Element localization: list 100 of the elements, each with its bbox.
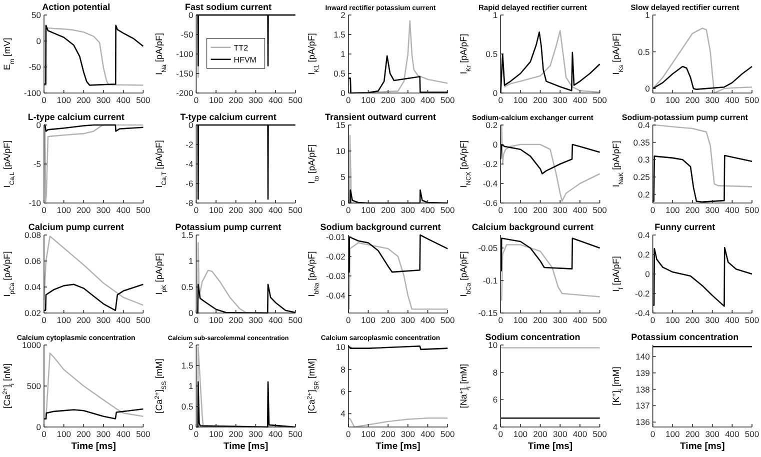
x-tick-label: 500 <box>744 315 760 325</box>
x-tick-label: 400 <box>572 429 588 439</box>
line-series <box>500 144 600 174</box>
x-tick-label: 200 <box>533 205 548 215</box>
x-tick-label: 500 <box>440 205 455 215</box>
y-tick-label: 0 <box>36 422 42 432</box>
y-tick-label: 0.4 <box>638 230 650 240</box>
x-tick-label: 300 <box>705 95 720 105</box>
y-tick-label: 0.5 <box>181 282 194 292</box>
x-tick-label: 100 <box>56 205 72 215</box>
x-tick-label: 100 <box>666 95 680 105</box>
x-tick-label: 200 <box>380 429 396 439</box>
y-tick-label: 0.02 <box>24 308 42 318</box>
x-tick-label: 400 <box>420 95 436 105</box>
x-tick-label: 100 <box>513 205 528 215</box>
x-tick-label: 100 <box>361 95 376 105</box>
x-tick-label: 400 <box>116 95 131 105</box>
y-tick-label: -0.2 <box>635 288 650 298</box>
x-tick-label: 100 <box>361 429 376 439</box>
x-tick-label: 300 <box>553 429 568 439</box>
line-series <box>500 124 600 202</box>
x-tick-label: 200 <box>380 315 396 325</box>
x-tick-label: 400 <box>116 429 131 439</box>
y-tick-label: 0.35 <box>633 137 650 148</box>
x-tick-label: 100 <box>56 315 72 325</box>
x-tick-label: 200 <box>228 95 244 105</box>
x-tick-label: 100 <box>56 95 72 105</box>
x-tick-label: 500 <box>592 205 608 215</box>
x-tick-label: 300 <box>96 95 111 105</box>
y-tick-label: -0.4 <box>635 308 650 318</box>
x-tick-label: 100 <box>208 429 224 439</box>
y-tick-label: 10 <box>336 342 346 352</box>
y-tick-label: 10 <box>336 146 346 156</box>
y-tick-label: 1.5 <box>334 30 346 40</box>
x-tick-label: 200 <box>228 315 244 325</box>
y-tick-label: 8 <box>340 364 346 374</box>
y-tick-label: -0.05 <box>478 243 498 253</box>
x-tick-label: 200 <box>228 429 244 439</box>
x-tick-label: 500 <box>440 315 455 325</box>
x-tick-label: 300 <box>248 429 264 439</box>
y-tick-label: -100 <box>24 88 42 98</box>
y-tick-label: 0 <box>188 10 194 20</box>
y-tick-label: 0.3 <box>638 154 650 165</box>
y-tick-label: 137 <box>636 400 650 411</box>
y-tick-label: -0.6 <box>482 198 498 208</box>
x-tick-label: 500 <box>592 95 608 105</box>
x-tick-label: 500 <box>744 95 760 105</box>
x-tick-label: 400 <box>725 205 740 215</box>
x-axis-title: Time [ms] <box>71 441 116 452</box>
chart-title: Fast sodium current <box>185 2 272 12</box>
x-tick-label: 400 <box>268 315 283 325</box>
x-tick-label: 200 <box>76 315 92 325</box>
y-tick-label: -8 <box>186 198 194 208</box>
legend-label: TT2 <box>234 43 249 52</box>
x-tick-label: 500 <box>136 315 151 325</box>
x-tick-label: 400 <box>725 429 740 439</box>
x-tick-label: 200 <box>76 205 92 215</box>
y-tick-label: 0.2 <box>638 250 650 260</box>
y-tick-label: 0 <box>645 269 650 279</box>
y-tick-label: 0 <box>492 140 498 150</box>
y-tick-label: 0 <box>340 198 346 208</box>
x-tick-label: 100 <box>208 205 224 215</box>
chart-title: Funny current <box>654 222 716 232</box>
y-tick-label: -0.15 <box>478 308 498 318</box>
line-series <box>500 238 600 272</box>
line-series <box>43 124 144 202</box>
y-tick-label: 0.5 <box>638 46 650 57</box>
x-tick-label: 400 <box>116 205 131 215</box>
y-tick-label: 6 <box>492 394 498 405</box>
y-tick-label: -0.04 <box>326 290 346 300</box>
x-tick-label: 200 <box>76 429 92 439</box>
y-tick-label: 0.5 <box>486 49 498 59</box>
x-tick-label: 500 <box>136 429 151 439</box>
chart-title: Potassium pump current <box>175 222 282 232</box>
x-tick-label: 400 <box>116 315 131 325</box>
line-series <box>348 242 448 310</box>
x-tick-label: 100 <box>666 205 680 215</box>
x-tick-label: 500 <box>592 315 608 325</box>
x-tick-label: 200 <box>685 95 700 105</box>
y-tick-label: 136 <box>636 417 650 428</box>
y-tick-label: 0 <box>188 120 194 130</box>
x-tick-label: 100 <box>666 429 680 439</box>
x-tick-label: 300 <box>553 205 568 215</box>
x-tick-label: 500 <box>288 429 303 439</box>
chart-title: Sodium concentration <box>485 332 580 342</box>
x-tick-label: 400 <box>420 315 436 325</box>
y-tick-label: -200 <box>176 88 194 98</box>
y-tick-label: -100 <box>176 49 194 59</box>
y-tick-label: 0 <box>492 88 498 98</box>
x-tick-label: 100 <box>361 205 376 215</box>
line-series <box>43 352 144 420</box>
x-tick-label: 500 <box>744 429 760 439</box>
chart-title: Sodium background current <box>320 222 441 232</box>
y-tick-label: 139 <box>636 368 650 378</box>
y-tick-label: 0 <box>340 88 346 98</box>
x-tick-label: 100 <box>666 315 680 325</box>
line-series <box>652 66 753 90</box>
y-tick-label: 140 <box>636 351 650 362</box>
chart-title: Calcium pump current <box>28 222 124 232</box>
line-series <box>652 247 753 307</box>
